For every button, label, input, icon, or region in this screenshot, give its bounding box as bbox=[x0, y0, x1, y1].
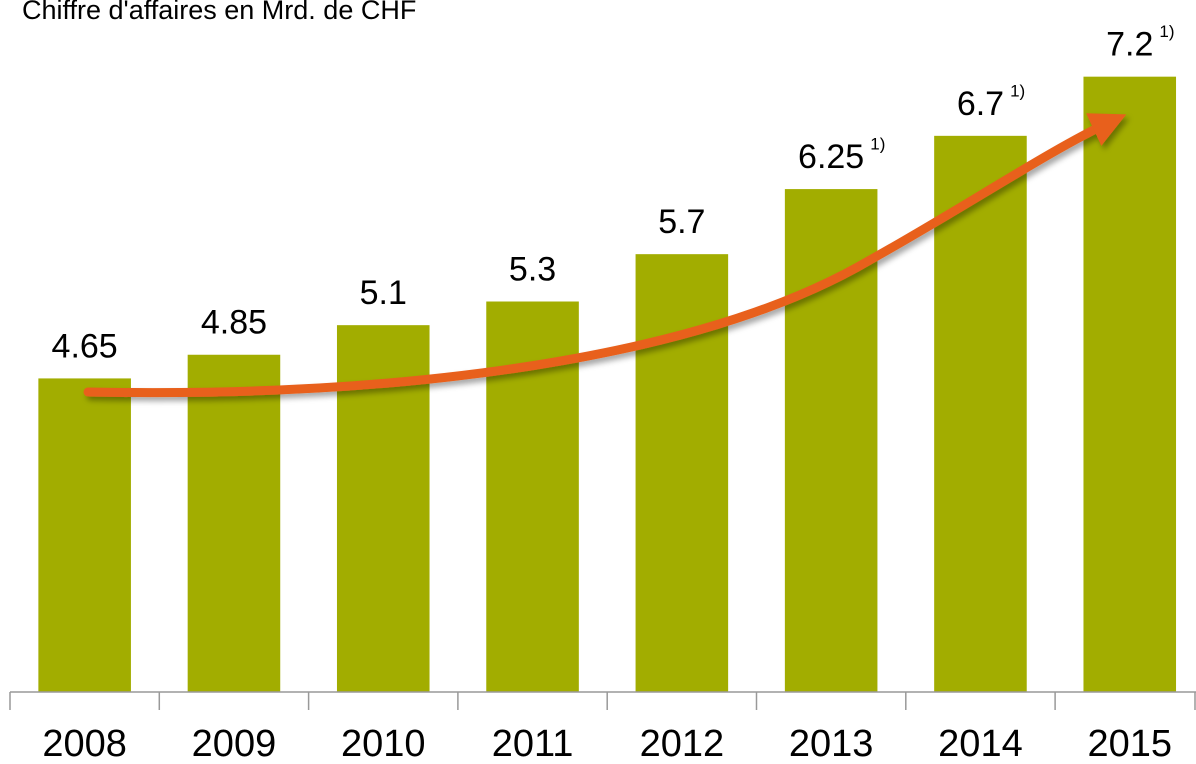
bar bbox=[784, 189, 878, 693]
x-tick-label: 2011 bbox=[492, 723, 574, 764]
x-tick-label: 2015 bbox=[1087, 723, 1172, 764]
x-tick-label: 2009 bbox=[192, 723, 277, 764]
value-label: 5.1 bbox=[360, 274, 407, 312]
x-tick-label: 2014 bbox=[938, 723, 1023, 764]
value-label: 7.2 bbox=[1106, 26, 1153, 64]
value-note: 1) bbox=[1159, 22, 1174, 41]
bar bbox=[38, 378, 131, 692]
bar bbox=[934, 135, 1027, 693]
bar bbox=[635, 254, 729, 692]
value-label: 5.3 bbox=[509, 250, 556, 288]
value-label: 4.65 bbox=[52, 327, 118, 365]
bar bbox=[1083, 76, 1177, 692]
x-tick-label: 2012 bbox=[640, 723, 725, 764]
x-tick-label: 2010 bbox=[341, 723, 426, 764]
value-label: 6.7 bbox=[957, 85, 1004, 123]
trend-arrow bbox=[83, 113, 1127, 398]
bar bbox=[187, 354, 281, 692]
value-label: 6.25 bbox=[798, 138, 864, 176]
chart-title: Chiffre d'affaires en Mrd. de CHF bbox=[22, 0, 416, 25]
value-note: 1) bbox=[870, 135, 885, 154]
value-note: 1) bbox=[1010, 81, 1025, 100]
value-label: 4.85 bbox=[201, 304, 267, 342]
x-tick-label: 2008 bbox=[42, 723, 127, 764]
x-tick-label: 2013 bbox=[789, 723, 874, 764]
bars bbox=[38, 76, 1177, 693]
value-label: 5.7 bbox=[658, 203, 705, 241]
